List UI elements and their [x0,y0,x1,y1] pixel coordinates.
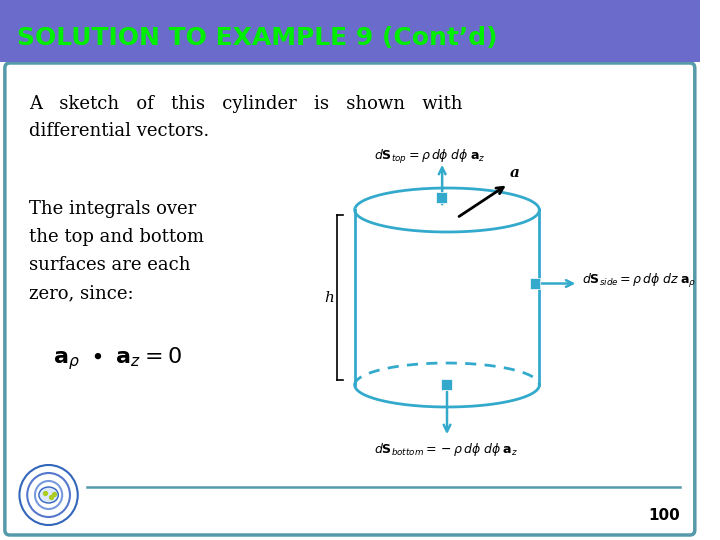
Bar [441,379,452,390]
Text: $d\mathbf{S}_{bottom} = -\rho\,d\phi\;d\phi\;\mathbf{a}_z$: $d\mathbf{S}_{bottom} = -\rho\,d\phi\;d\… [374,441,518,458]
Ellipse shape [39,487,58,503]
Bar [0,0,700,62]
Text: A   sketch   of   this   cylinder   is   shown   with: A sketch of this cylinder is shown with [29,95,463,113]
Text: differential vectors.: differential vectors. [29,122,210,140]
Text: $\mathbf{a}_{\rho}\ \bullet\ \mathbf{a}_{z} = 0$: $\mathbf{a}_{\rho}\ \bullet\ \mathbf{a}_… [53,345,182,372]
Text: zero, since:: zero, since: [29,284,134,302]
FancyBboxPatch shape [5,63,695,535]
Text: The integrals over: The integrals over [29,200,197,218]
Text: $d\mathbf{S}_{top} = \rho\,d\phi\;d\phi\;\mathbf{a}_z$: $d\mathbf{S}_{top} = \rho\,d\phi\;d\phi\… [374,148,485,166]
Bar [530,278,540,288]
Text: SOLUTION TO EXAMPLE 9 (Cont’d): SOLUTION TO EXAMPLE 9 (Cont’d) [17,26,498,50]
Point [39,489,50,497]
Text: $d\mathbf{S}_{side} = \rho\,d\phi\;dz\;\mathbf{a}_{\rho}$: $d\mathbf{S}_{side} = \rho\,d\phi\;dz\;\… [582,273,696,291]
Bar [436,192,447,203]
Text: h: h [325,291,334,305]
Point [45,492,56,501]
Point [49,490,60,498]
Text: surfaces are each: surfaces are each [29,256,191,274]
Text: the top and bottom: the top and bottom [29,228,204,246]
Text: 100: 100 [649,508,680,523]
Text: a: a [510,166,520,180]
